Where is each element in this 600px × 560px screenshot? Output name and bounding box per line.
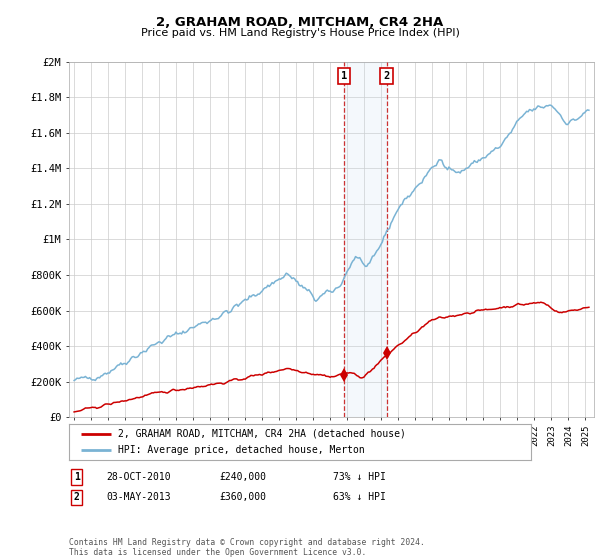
Text: Price paid vs. HM Land Registry's House Price Index (HPI): Price paid vs. HM Land Registry's House … xyxy=(140,28,460,38)
Text: 2: 2 xyxy=(383,71,390,81)
Text: Contains HM Land Registry data © Crown copyright and database right 2024.
This d: Contains HM Land Registry data © Crown c… xyxy=(69,538,425,557)
Text: 63% ↓ HPI: 63% ↓ HPI xyxy=(333,492,386,502)
Text: 1: 1 xyxy=(341,71,347,81)
Bar xyxy=(344,62,387,417)
Text: 28-OCT-2010: 28-OCT-2010 xyxy=(107,472,172,482)
Text: 73% ↓ HPI: 73% ↓ HPI xyxy=(333,472,386,482)
Text: 1: 1 xyxy=(74,472,80,482)
Text: HPI: Average price, detached house, Merton: HPI: Average price, detached house, Mert… xyxy=(118,446,364,455)
Text: 2, GRAHAM ROAD, MITCHAM, CR4 2HA (detached house): 2, GRAHAM ROAD, MITCHAM, CR4 2HA (detach… xyxy=(118,429,406,438)
Text: £360,000: £360,000 xyxy=(219,492,266,502)
Text: 2, GRAHAM ROAD, MITCHAM, CR4 2HA: 2, GRAHAM ROAD, MITCHAM, CR4 2HA xyxy=(157,16,443,29)
Text: 03-MAY-2013: 03-MAY-2013 xyxy=(107,492,172,502)
Text: £240,000: £240,000 xyxy=(219,472,266,482)
Text: 2: 2 xyxy=(74,492,80,502)
